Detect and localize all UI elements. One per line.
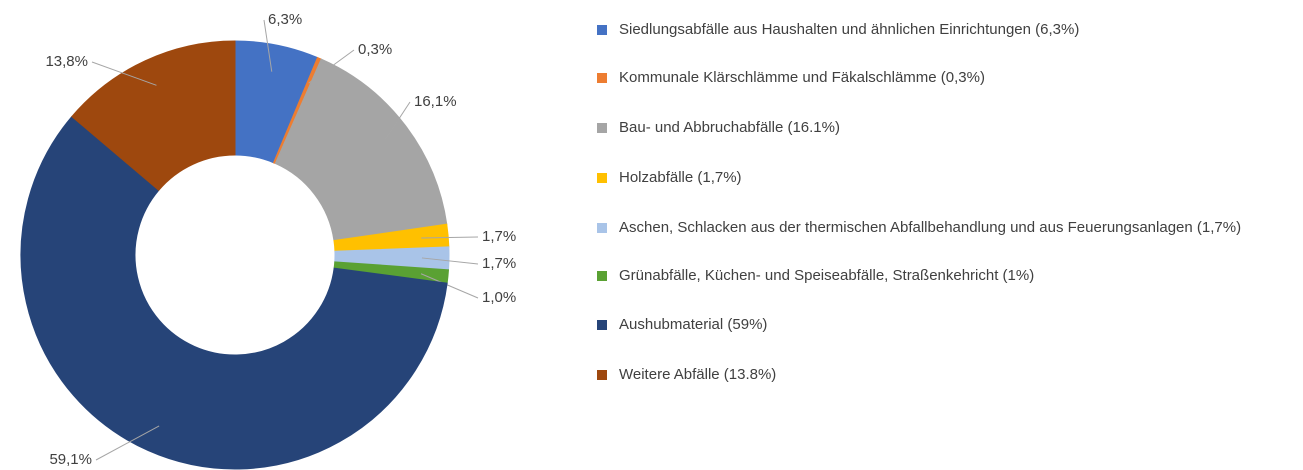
data-label: 1,0% [482, 289, 516, 306]
legend-swatch [597, 123, 607, 133]
data-label: 6,3% [268, 11, 302, 28]
legend-swatch [597, 320, 607, 330]
legend-item: Aschen, Schlacken aus der thermischen Ab… [597, 218, 1297, 238]
leader-line [420, 273, 479, 299]
leader-line [383, 101, 411, 143]
donut-slice [274, 58, 448, 242]
data-label: 1,7% [482, 228, 516, 245]
leader-line [95, 425, 160, 461]
legend-item: Holzabfälle (1,7%) [597, 168, 1297, 188]
legend-item: Grünabfälle, Küchen- und Speiseabfälle, … [597, 266, 1297, 286]
legend-label: Grünabfälle, Küchen- und Speiseabfälle, … [619, 267, 1035, 284]
legend-item: Weitere Abfälle (13.8%) [597, 365, 1297, 385]
donut-area: 6,3% 0,3% 16,1% 1,7% 1,7% 1,0% 59,1% 13,8% [20, 11, 516, 470]
donut-slice [20, 115, 448, 470]
leader-line [263, 19, 273, 72]
legend-item: Bau- und Abbruchabfälle (16.1%) [597, 118, 1297, 138]
legend-label: Kommunale Klärschlämme und Fäkalschlämme… [619, 69, 985, 86]
data-label: 0,3% [358, 41, 392, 58]
legend-swatch [597, 271, 607, 281]
legend-item: Aushubmaterial (59%) [597, 315, 1297, 335]
legend-label: Aschen, Schlacken aus der thermischen Ab… [619, 219, 1242, 236]
legend-swatch [597, 370, 607, 380]
legend-swatch [597, 223, 607, 233]
leader-line [91, 61, 157, 86]
legend-label: Bau- und Abbruchabfälle (16.1%) [619, 119, 840, 136]
legend-item: Siedlungsabfälle aus Haushalten und ähnl… [597, 20, 1297, 40]
legend-swatch [597, 173, 607, 183]
legend-swatch [597, 73, 607, 83]
legend-label: Holzabfälle (1,7%) [619, 169, 742, 186]
data-label: 13,8% [45, 53, 88, 70]
leader-line [421, 257, 479, 265]
leader-line [421, 236, 479, 239]
legend-label: Siedlungsabfälle aus Haushalten und ähnl… [619, 21, 1080, 38]
donut-slice [71, 40, 236, 191]
data-label: 59,1% [49, 451, 92, 468]
legend-item: Kommunale Klärschlämme und Fäkalschlämme… [597, 68, 1297, 88]
data-label: 1,7% [482, 255, 516, 272]
data-label: 16,1% [414, 93, 457, 110]
legend-label: Aushubmaterial (59%) [619, 316, 768, 333]
legend-label: Weitere Abfälle (13.8%) [619, 366, 777, 383]
legend-swatch [597, 25, 607, 35]
